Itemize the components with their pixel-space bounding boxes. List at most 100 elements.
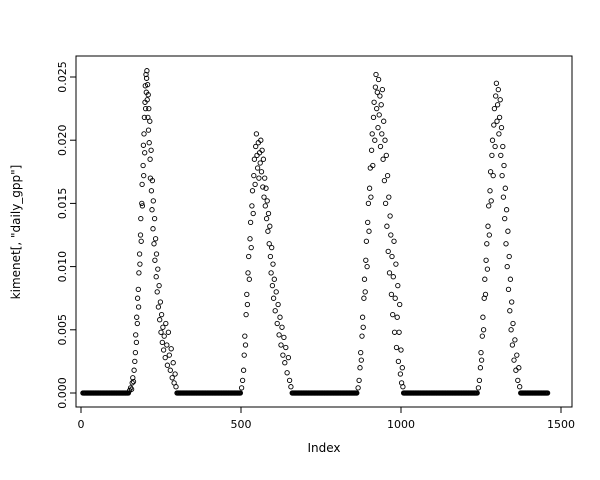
x-tick-label: 1500 [547, 418, 575, 431]
data-point [256, 150, 263, 156]
data-point [147, 118, 153, 124]
data-point [270, 295, 277, 301]
data-point [483, 257, 489, 263]
data-point [151, 215, 158, 222]
data-point [163, 320, 169, 327]
data-point [157, 317, 163, 323]
data-point [391, 329, 398, 335]
data-point [488, 198, 494, 204]
data-point [265, 210, 272, 217]
data-point [135, 304, 142, 310]
data-point [511, 357, 517, 363]
data-point [374, 105, 380, 112]
x-tick-label: 1000 [387, 418, 415, 431]
data-point [354, 390, 360, 396]
data-point [149, 207, 155, 213]
data-point [368, 194, 374, 200]
data-point [147, 156, 153, 162]
data-point [496, 131, 502, 137]
data-point [161, 333, 167, 339]
data-point [262, 203, 268, 209]
data-point [369, 131, 375, 137]
data-point [512, 337, 518, 343]
data-point [242, 342, 249, 348]
data-point [140, 142, 147, 148]
data-point [387, 213, 393, 219]
data-point [484, 266, 491, 272]
data-point [151, 241, 157, 247]
data-point [384, 223, 390, 229]
data-point [508, 327, 514, 333]
data-point [370, 162, 376, 169]
data-point [253, 143, 259, 150]
data-point [252, 181, 258, 188]
data-point [246, 276, 252, 282]
y-axis-title: kimenet[, "daily_gpp"] [9, 165, 23, 300]
data-point [376, 112, 382, 118]
data-point [159, 339, 165, 346]
data-point [395, 358, 402, 365]
data-point [254, 165, 261, 171]
data-point [255, 140, 261, 146]
data-point [357, 365, 363, 371]
data-point [478, 357, 485, 363]
data-point [382, 137, 388, 143]
data-point [237, 390, 244, 396]
data-point [385, 248, 391, 255]
data-point [260, 184, 266, 190]
data-point [372, 84, 379, 90]
data-point [489, 137, 496, 143]
data-point [164, 342, 170, 348]
data-point [146, 140, 152, 146]
data-point [254, 152, 260, 159]
data-point [251, 172, 257, 179]
data-point [391, 238, 397, 244]
y-tick-label: 0.025 [56, 61, 69, 93]
data-point [146, 105, 152, 112]
data-point [154, 289, 160, 295]
data-point [288, 384, 294, 390]
data-point [157, 299, 164, 305]
data-point [130, 378, 137, 385]
data-point [135, 286, 141, 293]
data-point [492, 143, 498, 150]
data-point [544, 390, 551, 396]
data-point [509, 299, 515, 305]
data-point [374, 89, 380, 95]
data-point [153, 274, 159, 280]
data-point [242, 333, 248, 339]
data-point [360, 324, 366, 330]
data-point [267, 223, 273, 229]
data-point [256, 175, 262, 181]
data-point [501, 162, 507, 169]
data-point [510, 320, 516, 327]
data-point [502, 185, 508, 191]
data-point [259, 147, 265, 153]
data-point [164, 362, 171, 368]
data-point [275, 301, 281, 308]
data-point [144, 97, 150, 103]
data-point [238, 385, 245, 391]
data-point [503, 207, 510, 213]
y-tick-label: 0.000 [56, 377, 69, 409]
data-point [384, 172, 391, 179]
y-tick-label: 0.010 [56, 251, 69, 283]
data-point [150, 198, 156, 204]
data-point [514, 352, 520, 358]
data-point [277, 314, 283, 320]
data-point [364, 263, 370, 270]
data-point [145, 127, 152, 133]
data-point [386, 270, 393, 276]
data-point [281, 334, 287, 341]
data-point [136, 251, 143, 257]
data-point [156, 282, 162, 289]
data-point [268, 270, 274, 276]
data-point [148, 147, 154, 153]
data-point [139, 200, 145, 207]
data-point [274, 320, 280, 327]
data-point [150, 226, 156, 232]
data-point [474, 390, 480, 396]
data-point [263, 185, 269, 191]
data-point [499, 172, 505, 179]
